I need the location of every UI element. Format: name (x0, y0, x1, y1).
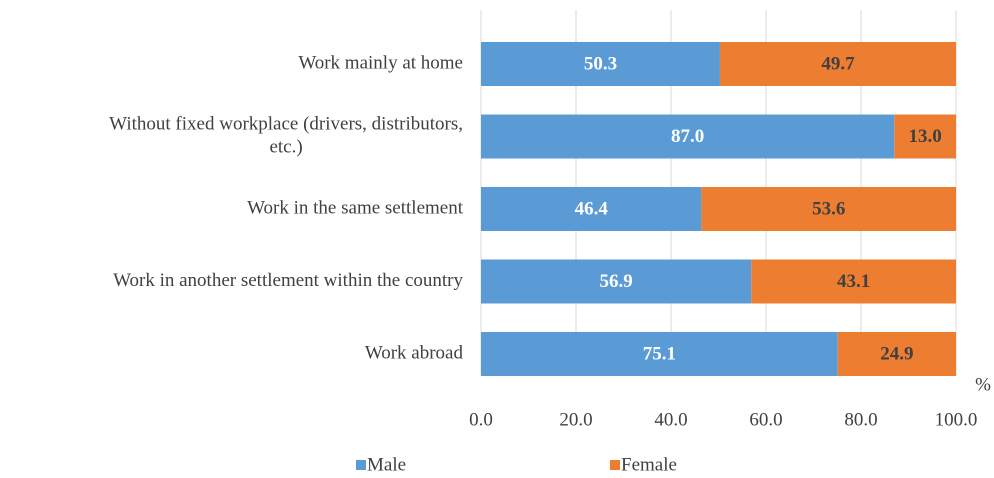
bar (837, 332, 956, 376)
value-label: 75.1 (643, 343, 676, 364)
x-tick-label: 40.0 (654, 409, 687, 430)
y-tick-label: Work abroad (365, 342, 464, 363)
y-tick-label: Work in the same settlement (247, 197, 464, 218)
value-label: 53.6 (812, 198, 845, 219)
value-label: 43.1 (837, 271, 870, 292)
legend-swatch (356, 460, 366, 470)
legend-label: Male (367, 454, 406, 475)
legend-label: Female (621, 454, 677, 475)
value-label: 49.7 (821, 53, 855, 74)
y-tick-label: Without fixed workplace (drivers, distri… (109, 114, 463, 158)
bar (481, 332, 838, 376)
legend-swatch (610, 460, 620, 470)
label-line: Without fixed workplace (drivers, distri… (109, 114, 463, 135)
value-label: 46.4 (575, 198, 609, 219)
bar (719, 42, 956, 86)
bar (481, 259, 752, 304)
bar (894, 114, 956, 159)
x-tick-label: 20.0 (559, 409, 592, 430)
value-label: 56.9 (600, 271, 633, 292)
label-line: etc.) (269, 137, 302, 158)
x-tick-label: 60.0 (749, 409, 782, 430)
bar (481, 187, 702, 231)
value-label: 24.9 (880, 343, 913, 364)
x-axis-label: % (975, 374, 991, 395)
bar (701, 187, 956, 231)
bar (481, 42, 720, 86)
x-tick-label: 80.0 (844, 409, 877, 430)
y-tick-label: Work in another settlement within the co… (113, 270, 463, 291)
value-label: 87.0 (671, 126, 704, 147)
x-tick-label: 100.0 (935, 409, 978, 430)
bar (751, 259, 956, 304)
value-label: 13.0 (909, 126, 942, 147)
bar (481, 114, 895, 159)
x-tick-label: 0.0 (469, 409, 493, 430)
y-tick-label: Work mainly at home (298, 52, 463, 73)
value-label: 50.3 (584, 53, 617, 74)
